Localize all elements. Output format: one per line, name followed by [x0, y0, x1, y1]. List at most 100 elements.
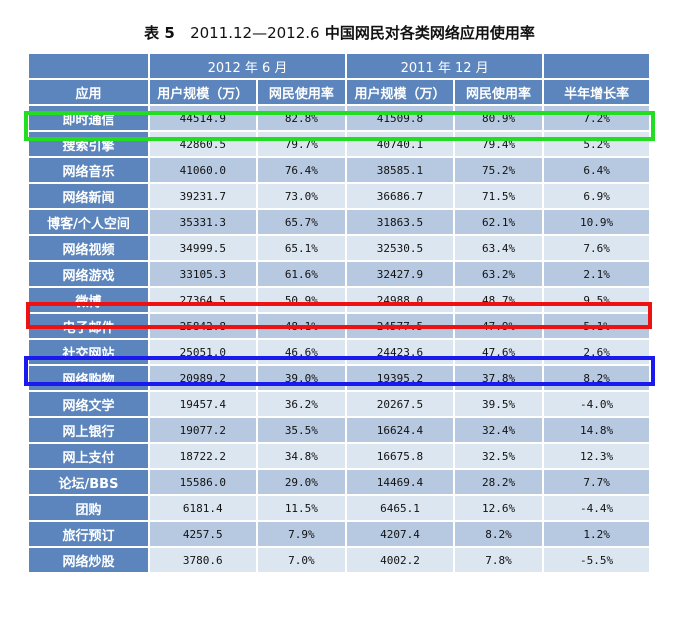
table-row: 网上银行 19077.2 35.5% 16624.4 32.4% 14.8% [29, 418, 649, 442]
value-cell-u2011: 32530.5 [347, 236, 453, 260]
value-cell-u2012: 33105.3 [149, 262, 256, 286]
value-cell-u2011: 38585.1 [347, 158, 453, 182]
table-row: 网络新闻 39231.7 73.0% 36686.7 71.5% 6.9% [29, 184, 649, 208]
table-row: 网络文学 19457.4 36.2% 20267.5 39.5% -4.0% [29, 392, 649, 416]
group-header-2011: 2011 年 12 月 [347, 54, 543, 78]
value-cell-r2011: 7.8% [454, 548, 543, 572]
value-cell-r2012: 7.0% [257, 548, 346, 572]
value-cell-u2011: 14469.4 [347, 470, 453, 494]
table-period: 2011.12—2012.6 [190, 24, 320, 42]
value-cell-growth: 5.2% [544, 132, 649, 156]
value-cell-r2012: 82.8% [257, 106, 346, 130]
value-cell-u2012: 25842.8 [149, 314, 256, 338]
value-cell-u2012: 34999.5 [149, 236, 256, 260]
value-cell-r2012: 79.7% [257, 132, 346, 156]
value-cell-u2011: 6465.1 [347, 496, 453, 520]
value-cell-r2011: 39.5% [454, 392, 543, 416]
app-name-cell: 电子邮件 [29, 314, 148, 338]
value-cell-growth: 1.2% [544, 522, 649, 546]
value-cell-r2011: 63.2% [454, 262, 543, 286]
app-name-cell: 网络购物 [29, 366, 148, 390]
value-cell-u2012: 6181.4 [149, 496, 256, 520]
value-cell-growth: 7.7% [544, 470, 649, 494]
value-cell-u2011: 24423.6 [347, 340, 453, 364]
value-cell-r2011: 47.6% [454, 340, 543, 364]
value-cell-r2011: 79.4% [454, 132, 543, 156]
value-cell-r2011: 47.9% [454, 314, 543, 338]
header-empty-left [29, 54, 148, 78]
value-cell-r2011: 71.5% [454, 184, 543, 208]
table-row: 网上支付 18722.2 34.8% 16675.8 32.5% 12.3% [29, 444, 649, 468]
table-row: 网络游戏 33105.3 61.6% 32427.9 63.2% 2.1% [29, 262, 649, 286]
value-cell-u2012: 25051.0 [149, 340, 256, 364]
app-name-cell: 网上支付 [29, 444, 148, 468]
app-name-cell: 网络新闻 [29, 184, 148, 208]
table-row: 网络炒股 3780.6 7.0% 4002.2 7.8% -5.5% [29, 548, 649, 572]
value-cell-r2012: 48.1% [257, 314, 346, 338]
table-row: 网络音乐 41060.0 76.4% 38585.1 75.2% 6.4% [29, 158, 649, 182]
value-cell-r2012: 65.1% [257, 236, 346, 260]
value-cell-growth: 5.1% [544, 314, 649, 338]
usage-table: 2012 年 6 月 2011 年 12 月 应用 用户规模（万） 网民使用率 … [27, 52, 651, 574]
value-cell-u2012: 35331.3 [149, 210, 256, 234]
app-name-cell: 博客/个人空间 [29, 210, 148, 234]
value-cell-u2012: 19457.4 [149, 392, 256, 416]
value-cell-growth: 7.6% [544, 236, 649, 260]
table-title-text: 中国网民对各类网络应用使用率 [324, 24, 535, 42]
value-cell-u2011: 31863.5 [347, 210, 453, 234]
value-cell-growth: 10.9% [544, 210, 649, 234]
value-cell-growth: 7.2% [544, 106, 649, 130]
table-row: 博客/个人空间 35331.3 65.7% 31863.5 62.1% 10.9% [29, 210, 649, 234]
table-label: 表 5 [144, 24, 175, 42]
app-name-cell: 即时通信 [29, 106, 148, 130]
value-cell-u2012: 20989.2 [149, 366, 256, 390]
value-cell-u2011: 41509.8 [347, 106, 453, 130]
value-cell-r2012: 50.9% [257, 288, 346, 312]
value-cell-r2011: 8.2% [454, 522, 543, 546]
table-row: 搜索引擎 42860.5 79.7% 40740.1 79.4% 5.2% [29, 132, 649, 156]
value-cell-u2011: 32427.9 [347, 262, 453, 286]
group-header-2012: 2012 年 6 月 [149, 54, 346, 78]
value-cell-u2011: 16675.8 [347, 444, 453, 468]
app-name-cell: 团购 [29, 496, 148, 520]
value-cell-r2012: 65.7% [257, 210, 346, 234]
col-header-users-2011: 用户规模（万） [347, 80, 453, 104]
table-row: 社交网站 25051.0 46.6% 24423.6 47.6% 2.6% [29, 340, 649, 364]
value-cell-r2012: 34.8% [257, 444, 346, 468]
app-name-cell: 网络游戏 [29, 262, 148, 286]
value-cell-r2011: 32.4% [454, 418, 543, 442]
app-name-cell: 搜索引擎 [29, 132, 148, 156]
value-cell-r2012: 76.4% [257, 158, 346, 182]
value-cell-u2011: 24988.0 [347, 288, 453, 312]
value-cell-u2011: 4002.2 [347, 548, 453, 572]
value-cell-u2011: 16624.4 [347, 418, 453, 442]
value-cell-r2012: 11.5% [257, 496, 346, 520]
value-cell-r2011: 80.9% [454, 106, 543, 130]
value-cell-r2012: 7.9% [257, 522, 346, 546]
value-cell-growth: -4.0% [544, 392, 649, 416]
value-cell-r2012: 73.0% [257, 184, 346, 208]
value-cell-r2011: 32.5% [454, 444, 543, 468]
value-cell-growth: 9.5% [544, 288, 649, 312]
value-cell-u2012: 27364.5 [149, 288, 256, 312]
value-cell-r2012: 36.2% [257, 392, 346, 416]
value-cell-growth: -4.4% [544, 496, 649, 520]
col-header-rate-2011: 网民使用率 [454, 80, 543, 104]
value-cell-u2012: 44514.9 [149, 106, 256, 130]
value-cell-u2011: 36686.7 [347, 184, 453, 208]
app-name-cell: 网络音乐 [29, 158, 148, 182]
value-cell-r2012: 61.6% [257, 262, 346, 286]
value-cell-u2012: 41060.0 [149, 158, 256, 182]
app-name-cell: 社交网站 [29, 340, 148, 364]
value-cell-r2011: 12.6% [454, 496, 543, 520]
header-empty-right [544, 54, 649, 78]
table-row: 网络购物 20989.2 39.0% 19395.2 37.8% 8.2% [29, 366, 649, 390]
value-cell-r2011: 75.2% [454, 158, 543, 182]
table-row: 论坛/BBS 15586.0 29.0% 14469.4 28.2% 7.7% [29, 470, 649, 494]
value-cell-r2011: 37.8% [454, 366, 543, 390]
value-cell-u2012: 19077.2 [149, 418, 256, 442]
table-row: 网络视频 34999.5 65.1% 32530.5 63.4% 7.6% [29, 236, 649, 260]
table-row: 团购 6181.4 11.5% 6465.1 12.6% -4.4% [29, 496, 649, 520]
value-cell-u2012: 15586.0 [149, 470, 256, 494]
value-cell-u2012: 39231.7 [149, 184, 256, 208]
